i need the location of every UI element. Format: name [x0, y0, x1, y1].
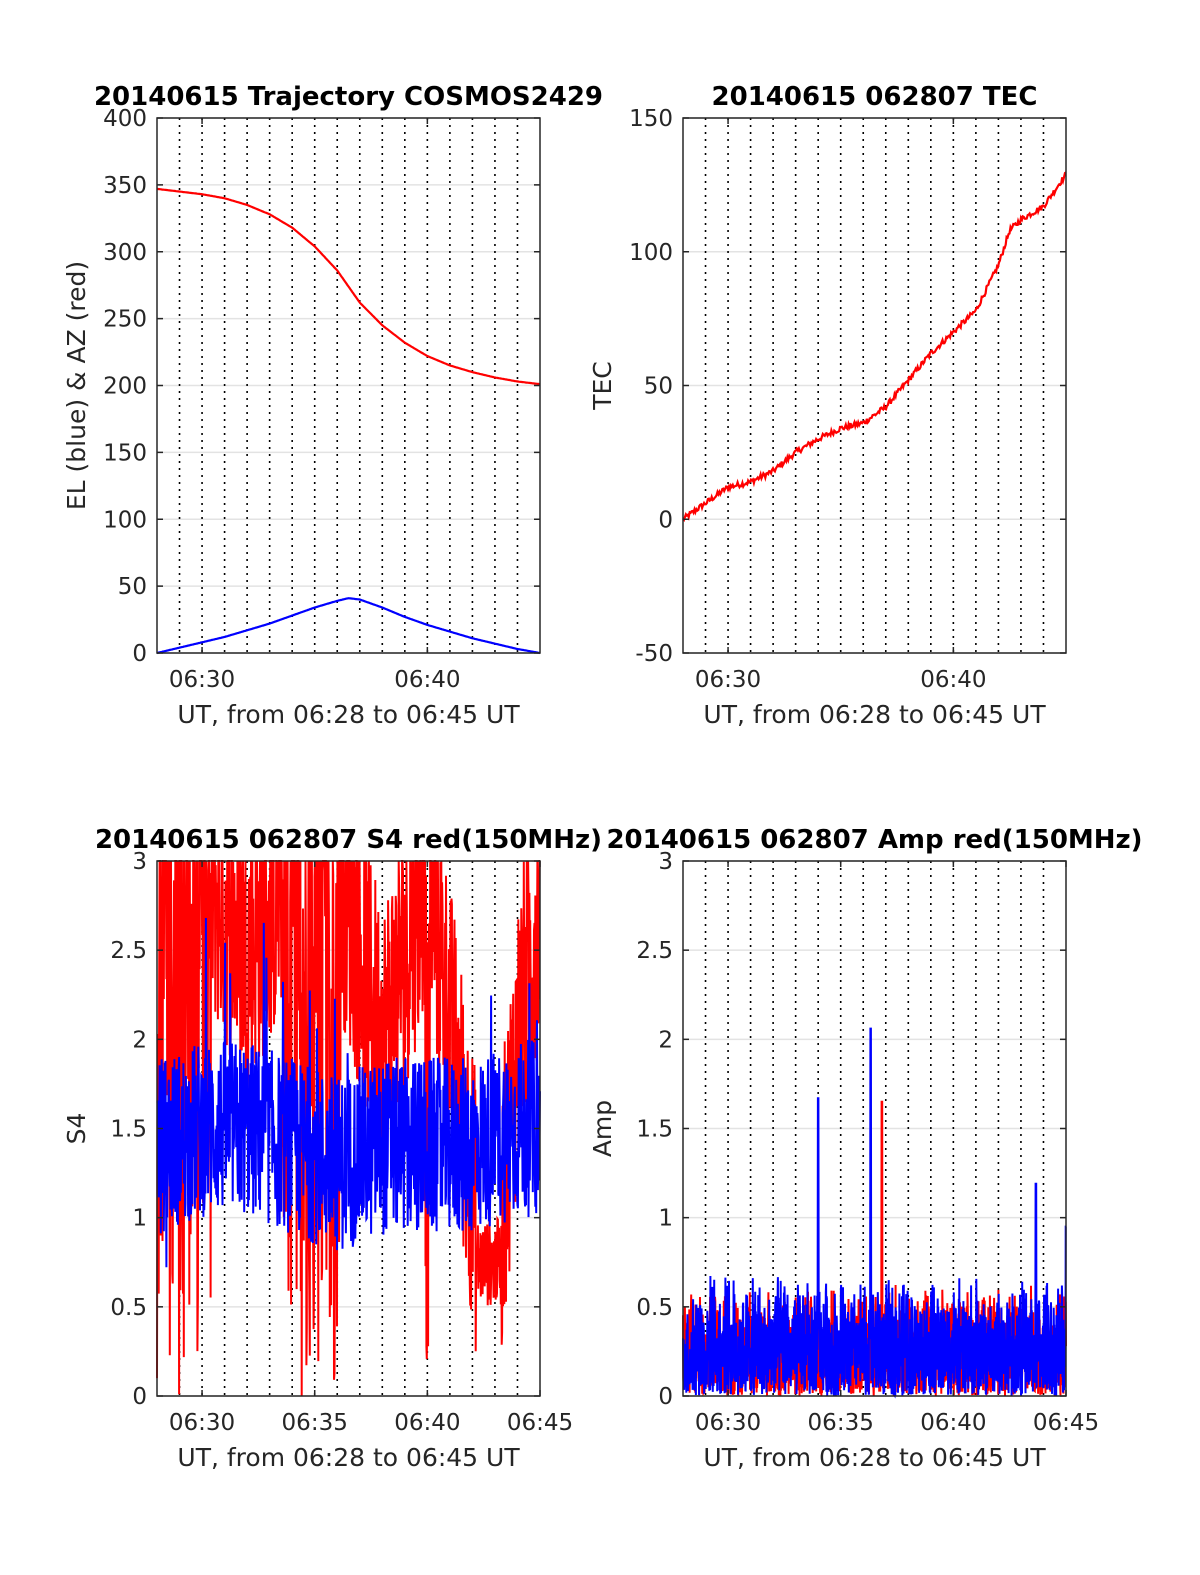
series-line-1: [156, 187, 541, 386]
y-tick-label: 2: [658, 1027, 673, 1053]
series-line-1: [682, 171, 1067, 523]
chart-panel-1: 0 50 100 150 200 250 300 350 400 06:30 06:40 201406…: [62, 82, 603, 729]
x-tick-label: 06:45: [507, 1410, 573, 1436]
y-tick-label: 2.5: [110, 938, 147, 964]
x-tick-label: 06:40: [920, 667, 986, 693]
chart-title: 20140615 062807 Amp red(150MHz): [606, 825, 1142, 855]
x-tick-label: 06:30: [169, 667, 235, 693]
y-tick-label: -50: [635, 641, 673, 667]
y-tick-label: 2: [132, 1027, 147, 1053]
y-tick-label: 0: [132, 1384, 147, 1410]
y-axis-label: EL (blue) & AZ (red): [62, 261, 91, 510]
y-tick-label: 350: [103, 173, 147, 199]
y-tick-label: 0.5: [110, 1295, 147, 1321]
y-tick-label: 1.5: [636, 1117, 673, 1143]
y-tick-label: 50: [118, 574, 147, 600]
y-tick-label: 3: [132, 849, 147, 875]
y-axis-label: Amp: [588, 1100, 617, 1157]
y-tick-label: 100: [629, 240, 673, 266]
series-line-2: [682, 1027, 1067, 1399]
x-axis-label: UT, from 06:28 to 06:45 UT: [177, 1443, 520, 1472]
chart-panel-4: 0 0.5 1 1.5 2 2.5 3 06:30 06:35 06:40 06:45 2014061…: [588, 825, 1143, 1472]
x-axis-label: UT, from 06:28 to 06:45 UT: [703, 1443, 1046, 1472]
y-tick-label: 0: [658, 507, 673, 533]
y-tick-label: 100: [103, 507, 147, 533]
x-tick-label: 06:40: [920, 1410, 986, 1436]
x-tick-label: 06:35: [808, 1410, 874, 1436]
x-tick-label: 06:30: [695, 1410, 761, 1436]
y-axis-label: S4: [62, 1113, 91, 1145]
y-tick-label: 150: [629, 106, 673, 132]
y-tick-label: 0.5: [636, 1295, 673, 1321]
x-tick-label: 06:30: [695, 667, 761, 693]
y-tick-label: 0: [658, 1384, 673, 1410]
x-axis-label: UT, from 06:28 to 06:45 UT: [177, 700, 520, 729]
y-tick-label: 1: [132, 1206, 147, 1232]
y-tick-label: 3: [658, 849, 673, 875]
x-tick-label: 06:35: [282, 1410, 348, 1436]
y-tick-label: 300: [103, 240, 147, 266]
y-tick-label: 50: [644, 374, 673, 400]
y-tick-label: 250: [103, 307, 147, 333]
x-tick-label: 06:40: [394, 667, 460, 693]
x-axis-label: UT, from 06:28 to 06:45 UT: [703, 700, 1046, 729]
y-tick-label: 0: [132, 641, 147, 667]
chart-title: 20140615 Trajectory COSMOS2429: [94, 82, 603, 112]
y-tick-label: 200: [103, 374, 147, 400]
x-tick-label: 06:40: [394, 1410, 460, 1436]
y-tick-label: 1.5: [110, 1117, 147, 1143]
chart-panel-3: 0 0.5 1 1.5 2 2.5 3 06:30 06:35 06:40 06:45 2014061…: [62, 825, 602, 1472]
series-line-2: [156, 917, 541, 1268]
chart-title: 20140615 062807 TEC: [712, 82, 1038, 112]
y-axis-label: TEC: [588, 361, 617, 411]
y-tick-label: 1: [658, 1206, 673, 1232]
chart-panel-2: -50 0 50 100 150 06:30 06:40 20140615 062807 TE…: [588, 82, 1067, 729]
series-line-2: [156, 597, 541, 655]
x-tick-label: 06:30: [169, 1410, 235, 1436]
y-tick-label: 400: [103, 106, 147, 132]
chart-title: 20140615 062807 S4 red(150MHz): [95, 825, 602, 855]
y-tick-label: 2.5: [636, 938, 673, 964]
y-tick-label: 150: [103, 440, 147, 466]
x-tick-label: 06:45: [1033, 1410, 1099, 1436]
